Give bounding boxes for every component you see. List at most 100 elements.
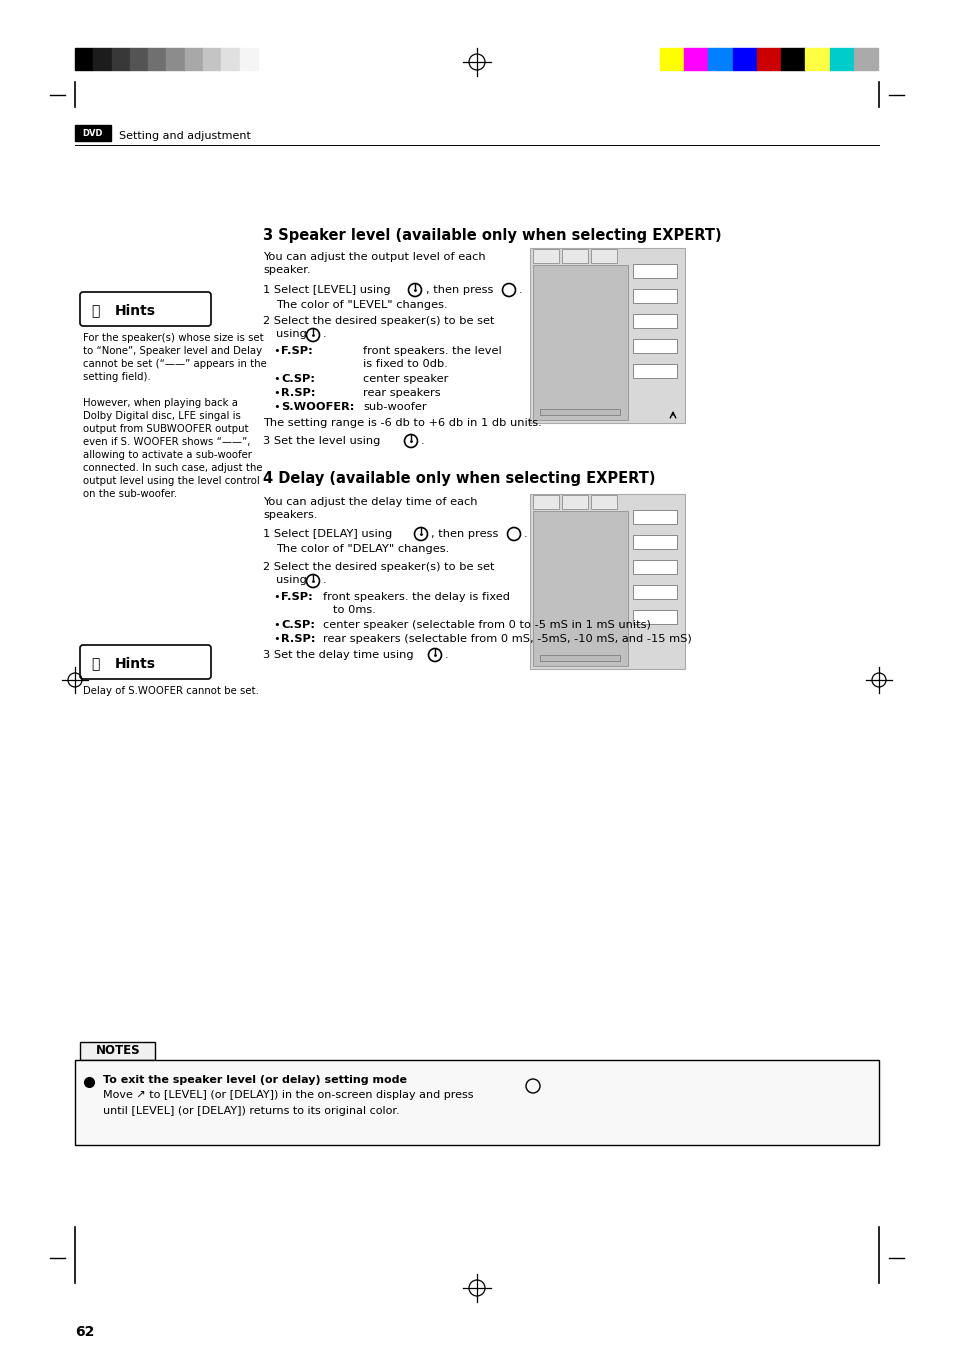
- Bar: [633, 314, 677, 329]
- Text: DVD: DVD: [83, 128, 103, 138]
- Bar: [75, 1060, 878, 1145]
- Bar: [633, 264, 677, 279]
- Bar: [148, 49, 167, 70]
- Text: front speakers. the delay is fixed: front speakers. the delay is fixed: [323, 592, 510, 602]
- Text: using: using: [275, 575, 307, 585]
- Text: sub-woofer: sub-woofer: [363, 402, 426, 412]
- Bar: [590, 495, 617, 508]
- Text: 👆: 👆: [91, 304, 99, 318]
- Text: .: .: [518, 285, 522, 295]
- Text: on the sub-woofer.: on the sub-woofer.: [83, 489, 177, 499]
- Bar: [167, 49, 185, 70]
- FancyBboxPatch shape: [80, 645, 211, 679]
- Text: •: •: [273, 388, 279, 397]
- Text: .: .: [444, 650, 448, 660]
- Text: The color of "DELAY" changes.: The color of "DELAY" changes.: [275, 544, 449, 554]
- Text: 4 Delay (available only when selecting EXPERT): 4 Delay (available only when selecting E…: [263, 470, 655, 485]
- Bar: [533, 495, 558, 508]
- Text: to 0ms.: to 0ms.: [333, 604, 375, 615]
- Text: •: •: [273, 621, 279, 630]
- Bar: [590, 249, 617, 264]
- Text: , then press: , then press: [431, 529, 497, 539]
- Text: connected. In such case, adjust the: connected. In such case, adjust the: [83, 462, 262, 473]
- Bar: [781, 49, 804, 70]
- Bar: [633, 535, 677, 549]
- Text: 2 Select the desired speaker(s) to be set: 2 Select the desired speaker(s) to be se…: [263, 562, 494, 572]
- Text: R.SP:: R.SP:: [281, 388, 315, 397]
- Bar: [130, 49, 148, 70]
- Bar: [80, 1042, 154, 1060]
- Bar: [75, 49, 93, 70]
- Text: cannot be set (“——” appears in the: cannot be set (“——” appears in the: [83, 360, 267, 369]
- Text: F.SP:: F.SP:: [281, 592, 313, 602]
- Text: C.SP:: C.SP:: [281, 621, 314, 630]
- Text: •: •: [273, 402, 279, 412]
- Text: .: .: [323, 575, 326, 585]
- Text: .: .: [420, 435, 424, 446]
- Text: Hints: Hints: [115, 304, 156, 318]
- Bar: [633, 560, 677, 575]
- Text: center speaker (selectable from 0 to -5 mS in 1 mS units): center speaker (selectable from 0 to -5 …: [323, 621, 650, 630]
- Bar: [203, 49, 221, 70]
- Bar: [533, 249, 558, 264]
- Text: until [LEVEL] (or [DELAY]) returns to its original color.: until [LEVEL] (or [DELAY]) returns to it…: [103, 1106, 399, 1115]
- Bar: [756, 49, 781, 70]
- Text: 3 Speaker level (available only when selecting EXPERT): 3 Speaker level (available only when sel…: [263, 228, 720, 243]
- Text: However, when playing back a: However, when playing back a: [83, 397, 237, 408]
- Text: You can adjust the output level of each: You can adjust the output level of each: [263, 251, 485, 262]
- Text: rear speakers: rear speakers: [363, 388, 440, 397]
- Bar: [93, 49, 112, 70]
- Text: .: .: [323, 329, 326, 339]
- Text: 2 Select the desired speaker(s) to be set: 2 Select the desired speaker(s) to be se…: [263, 316, 494, 326]
- Text: speaker.: speaker.: [263, 265, 311, 274]
- Bar: [539, 654, 619, 661]
- Text: even if S. WOOFER shows “——”,: even if S. WOOFER shows “——”,: [83, 437, 250, 448]
- Text: C.SP:: C.SP:: [281, 375, 314, 384]
- Bar: [659, 49, 683, 70]
- Bar: [539, 410, 619, 415]
- Text: You can adjust the delay time of each: You can adjust the delay time of each: [263, 498, 477, 507]
- Text: NOTES: NOTES: [95, 1045, 140, 1057]
- Text: To exit the speaker level (or delay) setting mode: To exit the speaker level (or delay) set…: [103, 1075, 407, 1086]
- Text: allowing to activate a sub-woofer: allowing to activate a sub-woofer: [83, 450, 252, 460]
- Text: •: •: [273, 375, 279, 384]
- Text: setting field).: setting field).: [83, 372, 151, 383]
- Text: Setting and adjustment: Setting and adjustment: [119, 131, 251, 141]
- Bar: [185, 49, 203, 70]
- Bar: [633, 610, 677, 625]
- Bar: [221, 49, 239, 70]
- Text: The setting range is -6 db to +6 db in 1 db units.: The setting range is -6 db to +6 db in 1…: [263, 418, 541, 429]
- Text: For the speaker(s) whose size is set: For the speaker(s) whose size is set: [83, 333, 263, 343]
- Text: front speakers. the level: front speakers. the level: [363, 346, 501, 356]
- Bar: [533, 265, 627, 420]
- Bar: [75, 124, 111, 141]
- Text: 👆: 👆: [91, 657, 99, 671]
- Bar: [804, 49, 829, 70]
- Bar: [853, 49, 877, 70]
- Bar: [533, 511, 627, 667]
- Bar: [112, 49, 130, 70]
- FancyBboxPatch shape: [80, 292, 211, 326]
- Text: using: using: [275, 329, 307, 339]
- Text: center speaker: center speaker: [363, 375, 448, 384]
- Text: The color of "LEVEL" changes.: The color of "LEVEL" changes.: [275, 300, 447, 310]
- Text: R.SP:: R.SP:: [281, 634, 315, 644]
- Text: 3 Set the level using: 3 Set the level using: [263, 435, 380, 446]
- Bar: [633, 585, 677, 599]
- Text: 62: 62: [75, 1325, 94, 1338]
- Bar: [829, 49, 853, 70]
- Bar: [530, 493, 684, 669]
- Text: 1 Select [LEVEL] using: 1 Select [LEVEL] using: [263, 285, 390, 295]
- Text: Dolby Digital disc, LFE singal is: Dolby Digital disc, LFE singal is: [83, 411, 240, 420]
- Text: 3 Set the delay time using: 3 Set the delay time using: [263, 650, 414, 660]
- Text: S.WOOFER:: S.WOOFER:: [281, 402, 354, 412]
- Bar: [633, 339, 677, 353]
- Text: •: •: [273, 634, 279, 644]
- Bar: [683, 49, 708, 70]
- Text: •: •: [273, 592, 279, 602]
- Bar: [633, 289, 677, 303]
- Bar: [561, 495, 587, 508]
- Text: rear speakers (selectable from 0 mS, -5mS, -10 mS, and -15 mS): rear speakers (selectable from 0 mS, -5m…: [323, 634, 691, 644]
- Bar: [561, 249, 587, 264]
- Text: speakers.: speakers.: [263, 510, 317, 521]
